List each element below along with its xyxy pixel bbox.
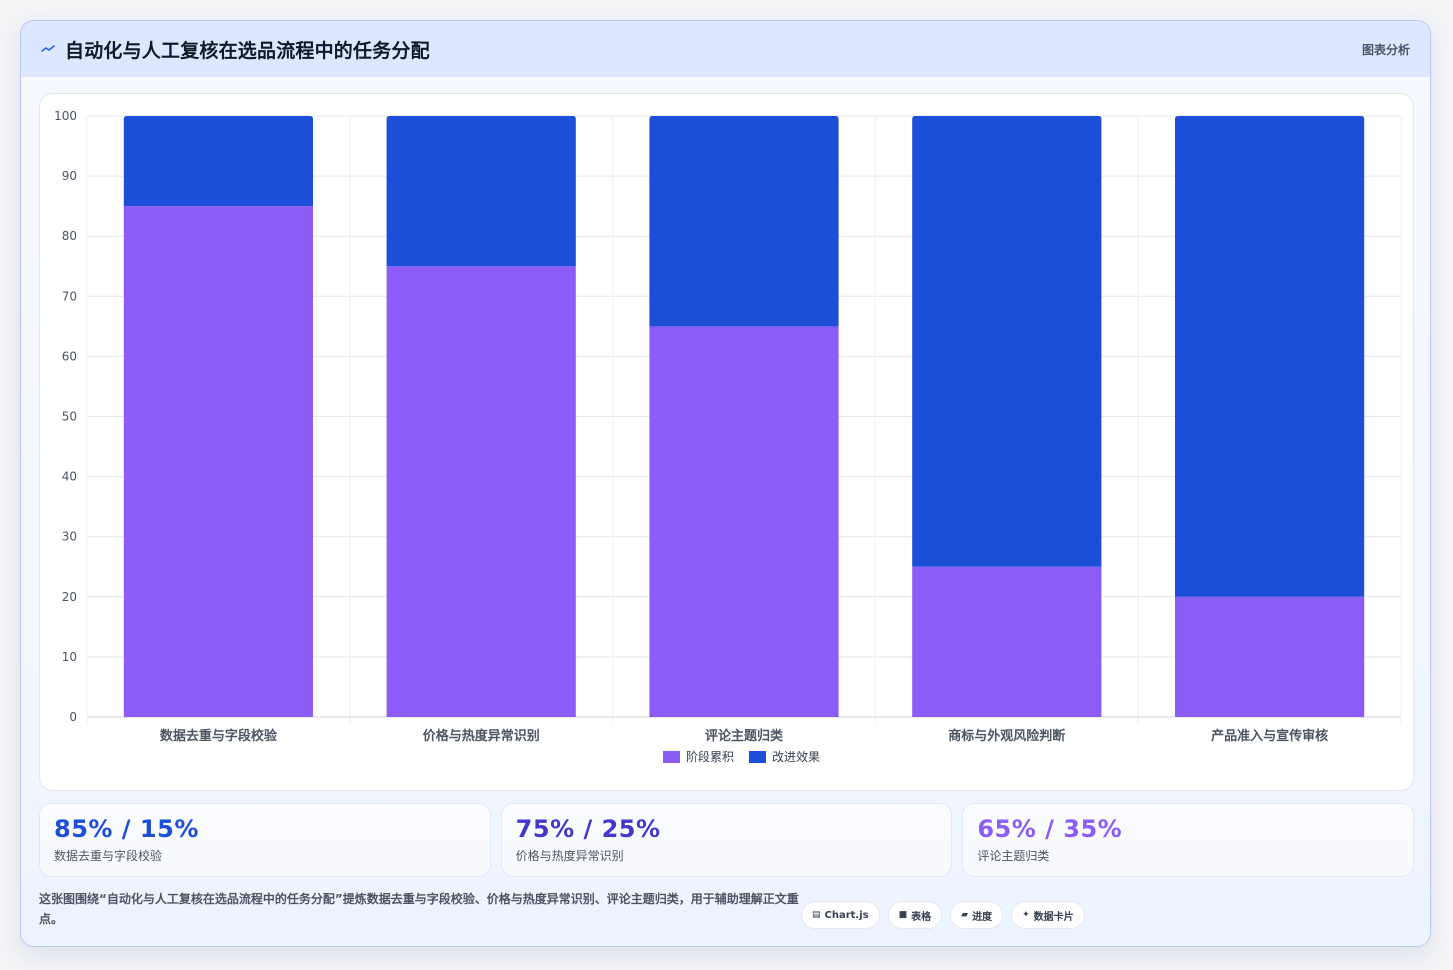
- bar-segment-improvement-effect: [123, 116, 314, 207]
- bar-segment-stage-cumulative: [123, 206, 314, 717]
- stat-label: 价格与热度异常识别: [515, 849, 624, 863]
- footer-description: 这张图围绕“自动化与人工复核在选品流程中的任务分配”提炼数据去重与字段校验、价格…: [39, 892, 799, 926]
- stacked-bar-chart: 0 10 20 30 40 50 60 70 80 90 100 数据去重与字段校验 价格与热度异常识别…: [54, 109, 1402, 764]
- x-tick-label: 商标与外观风险判断: [948, 728, 1065, 744]
- x-tick-label: 产品准入与宣传审核: [1211, 728, 1328, 744]
- chartjs-pill[interactable]: ▤ Chart.js: [801, 901, 880, 929]
- table-icon: ■: [898, 910, 908, 920]
- bar-segment-improvement-effect: [649, 116, 839, 327]
- stat-value: 85% / 15%: [54, 815, 199, 843]
- title-wrap: 自动化与人工复核在选品流程中的任务分配: [41, 36, 430, 63]
- chart-icon: ▤: [812, 910, 821, 920]
- stat-value: 65% / 35%: [977, 815, 1123, 843]
- bar-segment-stage-cumulative: [1174, 596, 1365, 717]
- table-pill[interactable]: ■ 表格: [887, 901, 943, 929]
- x-tick-label: 价格与热度异常识别: [423, 728, 540, 744]
- stat-card: 65% / 35% 评论主题归类: [962, 803, 1415, 877]
- pill-label: 表格: [911, 911, 932, 923]
- bar-segment-improvement-effect: [912, 116, 1102, 567]
- bar-segment-stage-cumulative: [649, 326, 839, 717]
- bar-segment-stage-cumulative: [386, 266, 576, 717]
- stats-row: 85% / 15% 数据去重与字段校验 75% / 25% 价格与热度异常识别 …: [39, 803, 1415, 877]
- y-tick-label: 80: [62, 229, 77, 243]
- y-tick-label: 20: [62, 590, 77, 604]
- data-card-pill[interactable]: ✦ 数据卡片: [1011, 901, 1085, 929]
- legend-label: 阶段累积: [686, 749, 734, 764]
- page-title: 自动化与人工复核在选品流程中的任务分配: [65, 39, 430, 62]
- y-tick-label: 90: [62, 169, 77, 183]
- y-tick-label: 0: [69, 710, 77, 724]
- trend-line-icon: [41, 45, 55, 52]
- stat-value: 75% / 25%: [515, 815, 661, 843]
- legend-swatch: [749, 751, 766, 763]
- stat-label: 数据去重与字段校验: [54, 849, 163, 863]
- progress-pill[interactable]: ▰ 进度: [950, 901, 1004, 929]
- sparkle-icon: ✦: [1022, 910, 1030, 920]
- legend-swatch: [663, 751, 680, 763]
- y-tick-label: 30: [62, 530, 77, 544]
- stat-card: 85% / 15% 数据去重与字段校验: [39, 803, 491, 877]
- chart-card: 自动化与人工复核在选品流程中的任务分配 图表分析 0 10 20 30 40 50 60 70…: [20, 20, 1431, 947]
- header-tag: 图表分析: [1361, 42, 1410, 57]
- y-tick-label: 40: [62, 470, 77, 484]
- bar-segment-improvement-effect: [1174, 116, 1365, 597]
- chart-panel: 0 10 20 30 40 50 60 70 80 90 100 数据去重与字段校验 价格与热度异常识别…: [39, 93, 1414, 791]
- legend-label: 改进效果: [772, 749, 820, 764]
- bar-segment-improvement-effect: [386, 116, 576, 267]
- card-header: 自动化与人工复核在选品流程中的任务分配 图表分析: [21, 21, 1430, 77]
- footer: 这张图围绕“自动化与人工复核在选品流程中的任务分配”提炼数据去重与字段校验、价格…: [39, 889, 1414, 933]
- pill-label: 数据卡片: [1033, 911, 1074, 923]
- progress-icon: ▰: [961, 910, 969, 920]
- bar-segment-stage-cumulative: [912, 566, 1102, 717]
- x-tick-label: 数据去重与字段校验: [160, 728, 278, 744]
- stat-card: 75% / 25% 价格与热度异常识别: [500, 803, 953, 877]
- y-tick-label: 100: [54, 109, 77, 123]
- y-tick-label: 10: [62, 650, 77, 664]
- stat-label: 评论主题归类: [977, 849, 1050, 863]
- y-tick-label: 70: [62, 289, 77, 303]
- x-tick-label: 评论主题归类: [705, 728, 784, 744]
- pill-row: ▤ Chart.js ■ 表格 ▰ 进度 ✦ 数据卡片: [801, 901, 1085, 929]
- y-tick-label: 50: [62, 410, 77, 424]
- pill-label: Chart.js: [824, 909, 869, 921]
- pill-label: 进度: [972, 911, 993, 923]
- y-tick-label: 60: [62, 349, 77, 363]
